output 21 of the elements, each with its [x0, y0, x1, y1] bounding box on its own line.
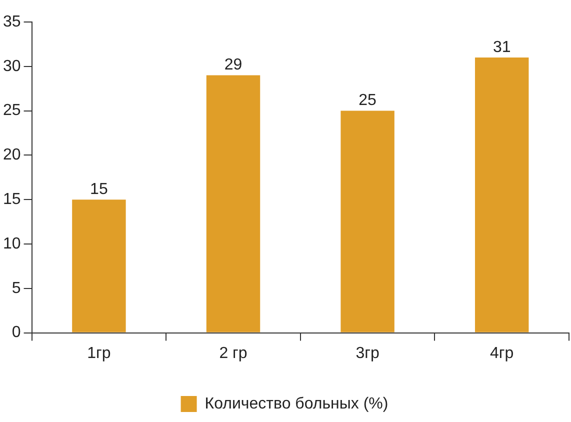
bar — [340, 110, 394, 332]
data-label: 29 — [224, 56, 242, 74]
x-tick-label: 2 гр — [219, 344, 248, 362]
bar — [474, 58, 529, 332]
x-tick-label: 3гр — [356, 344, 380, 362]
y-tick-label: 10 — [3, 235, 21, 252]
y-tick-label: 20 — [3, 146, 21, 164]
y-tick-label: 35 — [3, 13, 21, 30]
data-label: 15 — [90, 181, 108, 198]
data-label: 25 — [358, 92, 377, 110]
y-tick-label: 0 — [12, 324, 21, 342]
y-tick-label: 30 — [3, 58, 21, 75]
bar — [206, 75, 260, 332]
y-tick-label: 25 — [3, 102, 21, 120]
y-tick-label: 15 — [3, 191, 21, 208]
y-tick-label: 5 — [12, 280, 21, 297]
legend-label: Количество больных (%) — [204, 395, 388, 412]
x-tick-label: 1гр — [87, 344, 111, 362]
data-label: 31 — [492, 38, 511, 56]
bar — [72, 200, 126, 332]
x-tick-label: 4гр — [490, 344, 514, 362]
